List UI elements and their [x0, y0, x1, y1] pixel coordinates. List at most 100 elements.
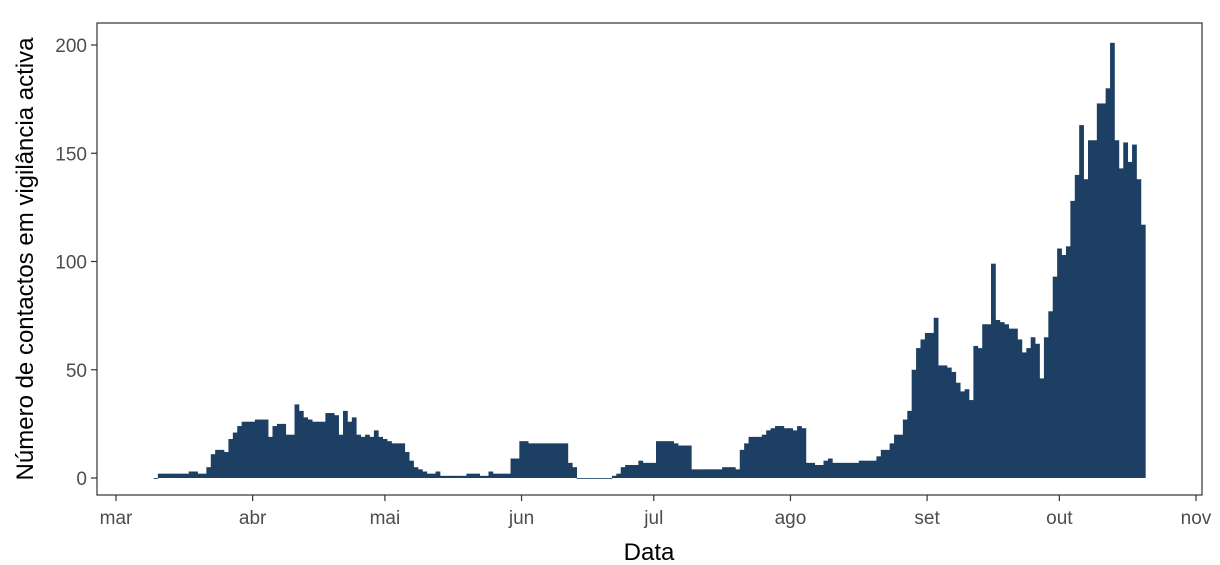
bar — [298, 410, 304, 478]
bar — [607, 478, 613, 479]
bar — [849, 462, 855, 478]
bar — [1136, 179, 1142, 479]
bar — [827, 458, 833, 478]
bar — [713, 469, 719, 478]
bar — [554, 443, 560, 478]
bar — [382, 439, 388, 478]
bar — [647, 462, 652, 478]
bar — [669, 441, 674, 478]
bar — [642, 462, 648, 478]
bar — [1021, 352, 1027, 478]
bar — [510, 458, 516, 478]
bar — [735, 469, 741, 478]
bar — [708, 469, 714, 478]
bar — [224, 452, 229, 478]
bar — [343, 410, 348, 478]
bar — [894, 434, 899, 478]
x-tick-label: abr — [239, 508, 267, 529]
bar — [567, 462, 573, 478]
bar — [933, 317, 939, 478]
bar — [739, 449, 745, 478]
bar — [1043, 337, 1049, 478]
bar — [228, 439, 234, 478]
bar — [611, 475, 617, 478]
bar — [678, 445, 683, 478]
bar — [488, 471, 494, 478]
bar — [660, 441, 666, 478]
bar — [1004, 324, 1009, 478]
y-axis-title: Número de contactos em vigilância activa — [12, 37, 39, 481]
bar — [717, 469, 723, 478]
bar — [1096, 103, 1102, 478]
bar — [1039, 378, 1045, 478]
bar — [1123, 142, 1129, 478]
bar — [365, 434, 370, 478]
bar — [268, 436, 273, 478]
bar — [360, 436, 366, 478]
bar — [686, 445, 692, 478]
bar — [250, 421, 256, 478]
bar — [722, 467, 727, 478]
bar — [938, 365, 943, 478]
bar — [951, 371, 957, 478]
bar — [197, 473, 203, 478]
bar — [858, 460, 864, 478]
bar — [792, 430, 798, 478]
bar — [929, 332, 935, 478]
x-axis-title: Data — [624, 539, 675, 565]
bar — [1013, 328, 1018, 478]
bar — [960, 391, 965, 478]
bar — [285, 434, 291, 478]
bar — [470, 473, 476, 478]
bar — [752, 436, 758, 478]
bar — [629, 465, 635, 478]
bar — [422, 471, 428, 478]
bar — [898, 434, 904, 478]
y-axis: 0 50 100 150 200 — [55, 36, 97, 490]
bar — [294, 404, 300, 478]
bar — [563, 443, 569, 478]
bar — [656, 441, 661, 478]
bar — [215, 449, 220, 478]
bar — [982, 324, 987, 478]
bar — [726, 467, 732, 478]
bar — [276, 423, 282, 479]
bar — [559, 443, 564, 478]
bar — [748, 436, 754, 478]
bar — [431, 473, 436, 478]
bar — [417, 469, 423, 478]
bar — [157, 473, 163, 478]
bar — [184, 473, 190, 478]
bar — [594, 478, 600, 479]
bar — [219, 449, 225, 478]
bar — [1118, 168, 1124, 478]
bar — [232, 432, 238, 478]
bar — [968, 400, 974, 478]
bar — [404, 452, 410, 478]
bar — [426, 473, 432, 478]
bar — [492, 473, 498, 478]
bar — [1092, 140, 1098, 478]
bar — [259, 419, 265, 478]
bar — [872, 460, 877, 478]
bar — [1017, 339, 1023, 478]
bar — [854, 462, 860, 478]
bar — [867, 460, 873, 478]
bar — [620, 467, 626, 478]
bar — [1026, 348, 1032, 478]
bar — [1048, 311, 1054, 478]
bar — [673, 443, 679, 478]
bar — [1065, 246, 1071, 478]
bar — [955, 382, 961, 478]
bar — [448, 475, 454, 478]
bar — [916, 348, 921, 478]
bar — [528, 443, 533, 478]
bar — [638, 460, 644, 478]
y-tick-label: 200 — [55, 36, 87, 57]
bar — [845, 462, 851, 478]
bar — [1008, 328, 1014, 478]
x-tick-label: mai — [370, 508, 401, 529]
bar — [885, 449, 890, 478]
bar — [977, 348, 983, 478]
